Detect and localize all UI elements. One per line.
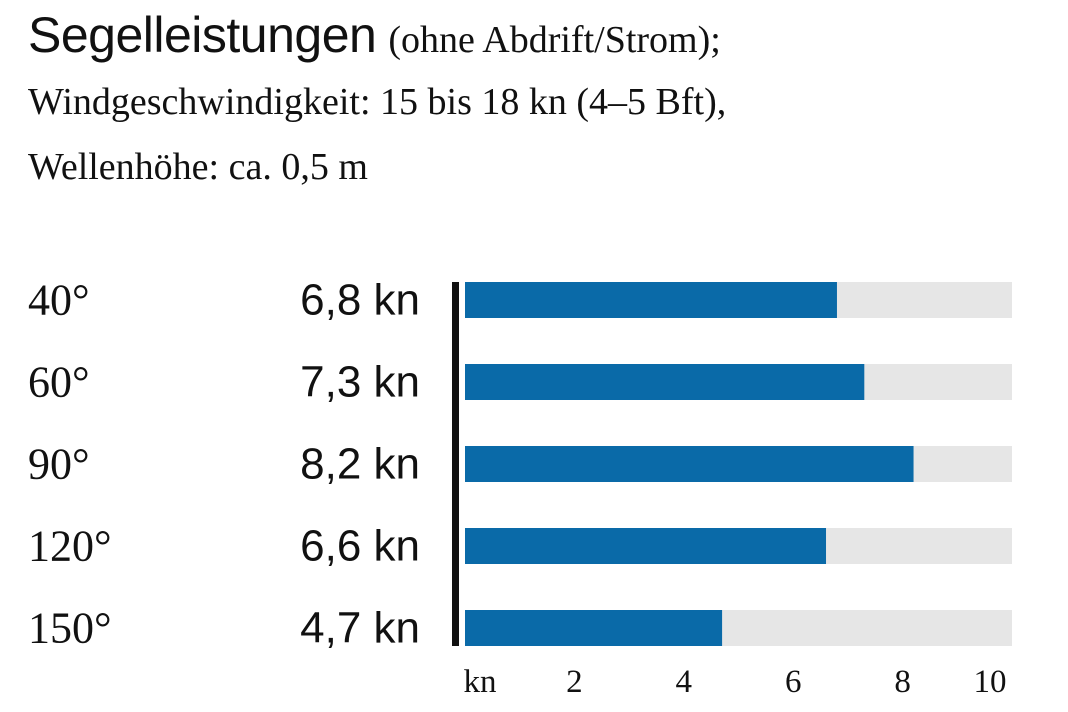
bar [465, 610, 723, 646]
chart-title: Segelleistungen (ohne Abdrift/Strom); [28, 6, 721, 64]
bar [465, 528, 827, 564]
category-label: 90° [28, 440, 90, 489]
chart-title-main: Segelleistungen [28, 7, 377, 63]
tick-label: 10 [974, 664, 1007, 700]
category-label: 60° [28, 358, 90, 407]
subtitle-wind: Windgeschwindigkeit: 15 bis 18 kn (4–5 B… [28, 81, 727, 123]
data-label: 6,8 kn [300, 276, 420, 325]
category-label: 150° [28, 604, 112, 653]
subtitle-waves: Wellenhöhe: ca. 0,5 m [28, 146, 368, 188]
bar [465, 446, 914, 482]
bar [465, 364, 865, 400]
bar [465, 282, 837, 318]
data-label: 8,2 kn [300, 440, 420, 489]
data-label: 6,6 kn [300, 522, 420, 571]
tick-label: 6 [785, 664, 802, 700]
chart-title-sub: (ohne Abdrift/Strom); [388, 19, 721, 61]
data-label: 4,7 kn [300, 604, 420, 653]
y-axis-line [452, 282, 459, 646]
tick-label: 8 [894, 664, 911, 700]
tick-label: 2 [566, 664, 583, 700]
tick-label: 4 [676, 664, 693, 700]
category-label: 40° [28, 276, 90, 325]
category-label: 120° [28, 522, 112, 571]
x-axis-label: kn [464, 664, 497, 700]
data-label: 7,3 kn [300, 358, 420, 407]
